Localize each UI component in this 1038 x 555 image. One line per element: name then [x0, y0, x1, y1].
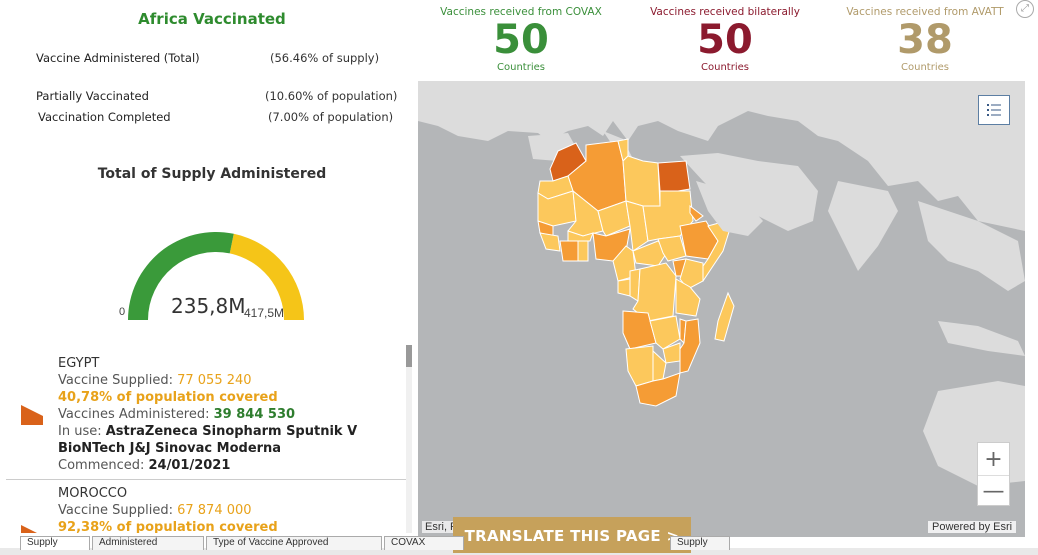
- stat-value-partial: (10.60% of population): [265, 89, 398, 103]
- country-mauritania[interactable]: [537, 190, 577, 227]
- arabia-landmass: [696, 181, 763, 236]
- tab-supply-2[interactable]: Supply: [670, 536, 730, 550]
- stat-bilateral: Vaccines received bilaterally 50 Countri…: [625, 6, 825, 73]
- country-car[interactable]: [632, 240, 669, 267]
- stat-label-total: Vaccine Administered (Total): [36, 51, 200, 65]
- stat-bilateral-sub: Countries: [701, 62, 749, 73]
- stat-value-completed: (7.00% of population): [268, 110, 394, 124]
- india-landmass: [828, 181, 898, 271]
- africa-countries[interactable]: [537, 138, 735, 407]
- middle-east-landmass: [680, 153, 818, 231]
- country-gabon[interactable]: [617, 278, 631, 297]
- list-scroll-thumb[interactable]: [406, 345, 412, 367]
- stat-bilateral-value: 50: [697, 17, 753, 63]
- country-niger[interactable]: [597, 200, 631, 237]
- translate-button[interactable]: TRANSLATE THIS PAGE >: [453, 517, 691, 553]
- europe-landmass: [418, 81, 1025, 231]
- map-attribution[interactable]: Esri, F: [422, 521, 460, 533]
- country-marker-icon: [21, 525, 43, 533]
- tab-administered[interactable]: Administered: [92, 536, 204, 550]
- supplied-label: Vaccine Supplied:: [58, 373, 178, 388]
- country-zimbabwe[interactable]: [662, 342, 681, 364]
- indonesia-landmass: [938, 321, 1025, 356]
- country-eritrea[interactable]: [689, 204, 704, 222]
- stat-avatt: Vaccines received from AVATT 38 Countrie…: [825, 6, 1025, 73]
- list-icon: [987, 104, 1001, 116]
- tab-supply[interactable]: Supply: [20, 536, 90, 550]
- gauge-remaining-arc: [229, 233, 304, 320]
- gauge-max-label: 417,5M: [244, 306, 285, 320]
- stat-label-completed: Vaccination Completed: [38, 110, 171, 124]
- commenced-row: Commenced: 24/01/2021: [58, 457, 403, 474]
- country-mozambique[interactable]: [679, 318, 701, 374]
- gauge-filled-arc: [128, 232, 234, 320]
- country-cote-divoire[interactable]: [559, 240, 579, 262]
- country-kenya[interactable]: [679, 258, 704, 290]
- gauge-value-label: 235,8M: [171, 294, 246, 318]
- coverage-text: 40,78% of population covered: [58, 390, 278, 405]
- panel-title: Africa Vaccinated: [138, 10, 286, 28]
- stat-covax-value: 50: [493, 17, 549, 63]
- stat-covax-sub: Countries: [497, 62, 545, 73]
- coverage-text: 92,38% of population covered: [58, 520, 278, 533]
- zoom-control: + —: [977, 442, 1010, 506]
- country-name: EGYPT: [58, 356, 100, 371]
- supplied-value: 77 055 240: [177, 373, 252, 388]
- supplied-label: Vaccine Supplied:: [58, 503, 178, 518]
- country-marker-icon: [21, 405, 43, 425]
- list-scrollbar[interactable]: [406, 345, 412, 533]
- stat-covax: Vaccines received from COVAX 50 Countrie…: [421, 6, 621, 73]
- country-zambia[interactable]: [649, 315, 681, 350]
- country-egypt[interactable]: [657, 160, 691, 192]
- top-bar: [0, 0, 1038, 6]
- stat-value-total: (56.46% of supply): [270, 51, 380, 65]
- country-south-sudan[interactable]: [657, 235, 687, 262]
- gauge-min-label: 0: [119, 306, 126, 318]
- zoom-in-button[interactable]: +: [984, 446, 1003, 472]
- administered-row: Vaccines Administered: 39 844 530: [58, 406, 403, 423]
- supplied-value: 67 874 000: [177, 503, 252, 518]
- in-use-value: AstraZeneca Sinopharm Sputnik V BioNTech…: [58, 424, 358, 456]
- country-tanzania[interactable]: [675, 278, 701, 317]
- left-panel: Africa Vaccinated Vaccine Administered (…: [6, 6, 418, 538]
- legend-button[interactable]: [978, 95, 1010, 125]
- country-list[interactable]: EGYPT Vaccine Supplied: 77 055 240 40,78…: [6, 345, 412, 533]
- stat-avatt-sub: Countries: [901, 62, 949, 73]
- in-use-label: In use:: [58, 424, 106, 439]
- administered-value: 39 844 530: [213, 407, 296, 422]
- supplied-row: Vaccine Supplied: 67 874 000: [58, 502, 403, 519]
- tab-covax[interactable]: COVAX: [384, 536, 464, 550]
- country-south-africa[interactable]: [635, 372, 681, 407]
- expand-icon[interactable]: ⤢: [1016, 0, 1034, 18]
- country-ghana[interactable]: [577, 238, 589, 262]
- gauge-title: Total of Supply Administered: [97, 166, 327, 182]
- country-name: MOROCCO: [58, 486, 128, 501]
- africa-map[interactable]: [418, 81, 1025, 537]
- commenced-value: 24/01/2021: [148, 458, 231, 473]
- zoom-out-button[interactable]: —: [978, 475, 1009, 507]
- commenced-label: Commenced:: [58, 458, 149, 473]
- stat-avatt-value: 38: [897, 17, 953, 63]
- country-burkina-faso[interactable]: [567, 230, 594, 242]
- list-divider: [6, 479, 412, 480]
- administered-label: Vaccines Administered:: [58, 407, 214, 422]
- in-use-row: In use: AstraZeneca Sinopharm Sputnik V …: [58, 423, 403, 457]
- country-guinea[interactable]: [539, 232, 561, 252]
- supply-gauge: [128, 232, 304, 320]
- stat-bilateral-label: Vaccines received bilaterally: [650, 6, 800, 18]
- country-libya[interactable]: [622, 155, 661, 207]
- country-angola[interactable]: [622, 310, 657, 350]
- powered-by-esri[interactable]: Powered by Esri: [928, 521, 1017, 533]
- country-namibia[interactable]: [625, 345, 654, 387]
- stat-avatt-label: Vaccines received from AVATT: [846, 6, 1004, 18]
- country-madagascar[interactable]: [714, 291, 735, 342]
- map-canvas: [418, 81, 1025, 486]
- stat-label-partial: Partially Vaccinated: [36, 89, 149, 103]
- country-chad[interactable]: [625, 200, 649, 252]
- supplied-row: Vaccine Supplied: 77 055 240: [58, 372, 403, 389]
- tab-type-of-vaccine[interactable]: Type of Vaccine Approved: [206, 536, 382, 550]
- stat-covax-label: Vaccines received from COVAX: [440, 6, 602, 18]
- southeast-asia-landmass: [918, 201, 1025, 291]
